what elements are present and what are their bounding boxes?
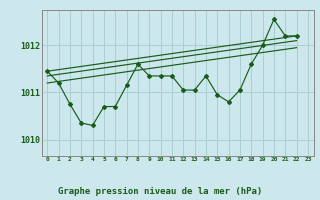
Text: Graphe pression niveau de la mer (hPa): Graphe pression niveau de la mer (hPa): [58, 187, 262, 196]
